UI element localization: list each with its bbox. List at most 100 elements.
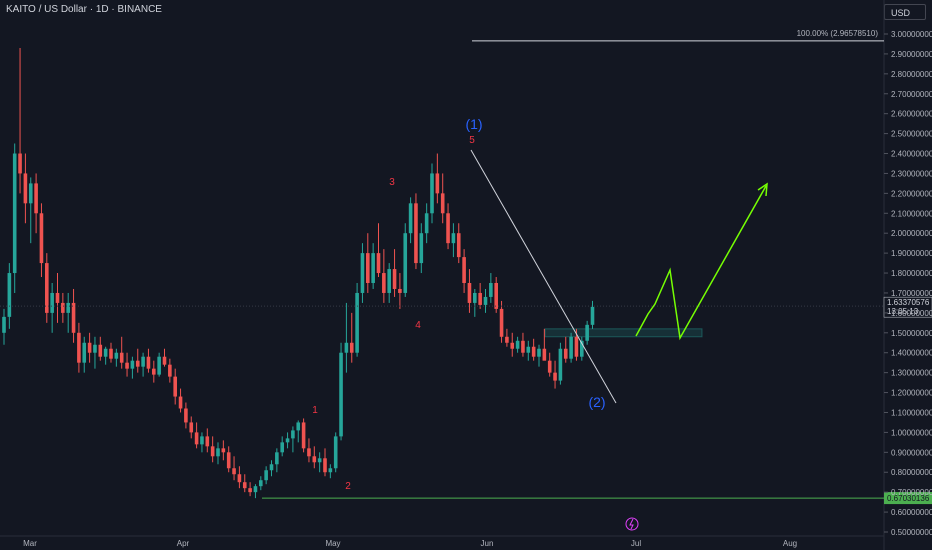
candle-body xyxy=(242,482,247,489)
candle-body xyxy=(494,283,498,309)
y-tick-label: 1.30000000 xyxy=(891,369,932,378)
candle-body xyxy=(66,302,70,313)
candle-body xyxy=(398,288,402,293)
candle-body xyxy=(18,153,22,174)
y-tick-label: 1.20000000 xyxy=(891,389,932,398)
candle-body xyxy=(499,308,504,337)
y-tick-label: 1.50000000 xyxy=(891,329,932,338)
candle-body xyxy=(580,340,584,357)
candle-body xyxy=(526,346,531,353)
candle-body xyxy=(200,436,204,445)
candle-body xyxy=(7,273,12,317)
candle-body xyxy=(87,342,92,353)
candle-body xyxy=(189,422,194,433)
candle-body xyxy=(521,340,525,353)
candle-body xyxy=(590,306,595,325)
candle-body xyxy=(237,474,242,483)
candle-body xyxy=(216,448,220,457)
candle-body xyxy=(467,283,472,303)
candle-body xyxy=(574,336,579,357)
y-tick-label: 2.80000000 xyxy=(891,70,932,79)
candle-body xyxy=(28,183,33,204)
candle-body xyxy=(537,348,541,357)
candle-body xyxy=(178,396,183,409)
lightning-icon[interactable] xyxy=(625,517,639,531)
candle-body xyxy=(531,346,536,357)
y-tick-label: 2.20000000 xyxy=(891,189,932,198)
candle-body xyxy=(55,292,60,303)
y-tick-label: 1.40000000 xyxy=(891,349,932,358)
candle-body xyxy=(419,233,424,264)
candle-body xyxy=(280,442,284,453)
candle-body xyxy=(366,253,370,283)
candle-body xyxy=(478,292,482,305)
candle-body xyxy=(489,283,493,297)
chart-grid xyxy=(0,0,885,550)
candle-body xyxy=(392,269,397,289)
candle-body xyxy=(344,342,349,353)
candle-body xyxy=(2,316,6,333)
candle-body xyxy=(77,332,81,363)
candle-body xyxy=(98,344,103,357)
wave-labels: (1) 5 3 4 1 2 (2) xyxy=(312,116,639,531)
candle-body xyxy=(173,376,177,397)
candle-body xyxy=(360,253,365,293)
candle-body xyxy=(446,213,450,244)
y-tick-label: 2.10000000 xyxy=(891,209,932,218)
candle-body xyxy=(569,336,573,359)
time-axis: Mar Apr May Jun Jul Aug xyxy=(23,539,797,548)
candle-body xyxy=(285,438,290,443)
candle-body xyxy=(157,356,161,375)
wave-label: 3 xyxy=(389,177,395,188)
candle-body xyxy=(473,292,477,303)
candle-body xyxy=(119,352,124,363)
candle-body xyxy=(403,233,408,293)
x-tick-label: May xyxy=(325,539,340,548)
candle-body xyxy=(103,348,108,357)
candle-body xyxy=(307,448,311,457)
candle-body xyxy=(408,203,413,234)
candle-body xyxy=(553,372,557,381)
y-tick-label: 2.40000000 xyxy=(891,150,932,159)
candle-body xyxy=(414,203,418,264)
candle-body xyxy=(371,253,375,283)
candle-body xyxy=(23,173,28,204)
wave-label: 4 xyxy=(415,320,421,331)
candle-body xyxy=(440,193,445,214)
candle-body xyxy=(259,480,263,487)
candle-body xyxy=(71,302,76,333)
support-price-tag xyxy=(884,492,932,505)
candle-body xyxy=(312,456,317,463)
y-tick-label: 1.00000000 xyxy=(891,428,932,437)
trend-line xyxy=(470,149,617,404)
candle-body xyxy=(45,263,49,313)
candle-body xyxy=(269,464,274,471)
candle-body xyxy=(333,436,338,469)
wave-label: 5 xyxy=(469,135,475,146)
x-tick-label: Aug xyxy=(783,539,797,548)
candle-body xyxy=(451,233,456,244)
candle-body xyxy=(194,432,199,445)
candle-body xyxy=(50,292,54,313)
candle-body xyxy=(301,422,306,449)
candle-body xyxy=(61,302,65,313)
candle-body xyxy=(323,458,327,473)
candle-body xyxy=(563,348,568,359)
candle-body xyxy=(275,452,279,465)
y-tick-label: 1.80000000 xyxy=(891,269,932,278)
candle-body xyxy=(264,470,268,481)
y-tick-label: 1.90000000 xyxy=(891,249,932,258)
candle-body xyxy=(135,360,140,367)
candle-body xyxy=(39,213,44,264)
candle-body xyxy=(376,253,381,274)
candle-body xyxy=(349,342,354,353)
candle-body xyxy=(424,213,429,234)
candle-body xyxy=(462,257,466,283)
candle-body xyxy=(12,153,17,274)
projection-path xyxy=(635,185,767,341)
countdown-label: 13:05:13 xyxy=(887,307,919,316)
candle-body xyxy=(339,352,343,437)
y-tick-label: 2.50000000 xyxy=(891,130,932,139)
candle-body xyxy=(585,324,589,341)
